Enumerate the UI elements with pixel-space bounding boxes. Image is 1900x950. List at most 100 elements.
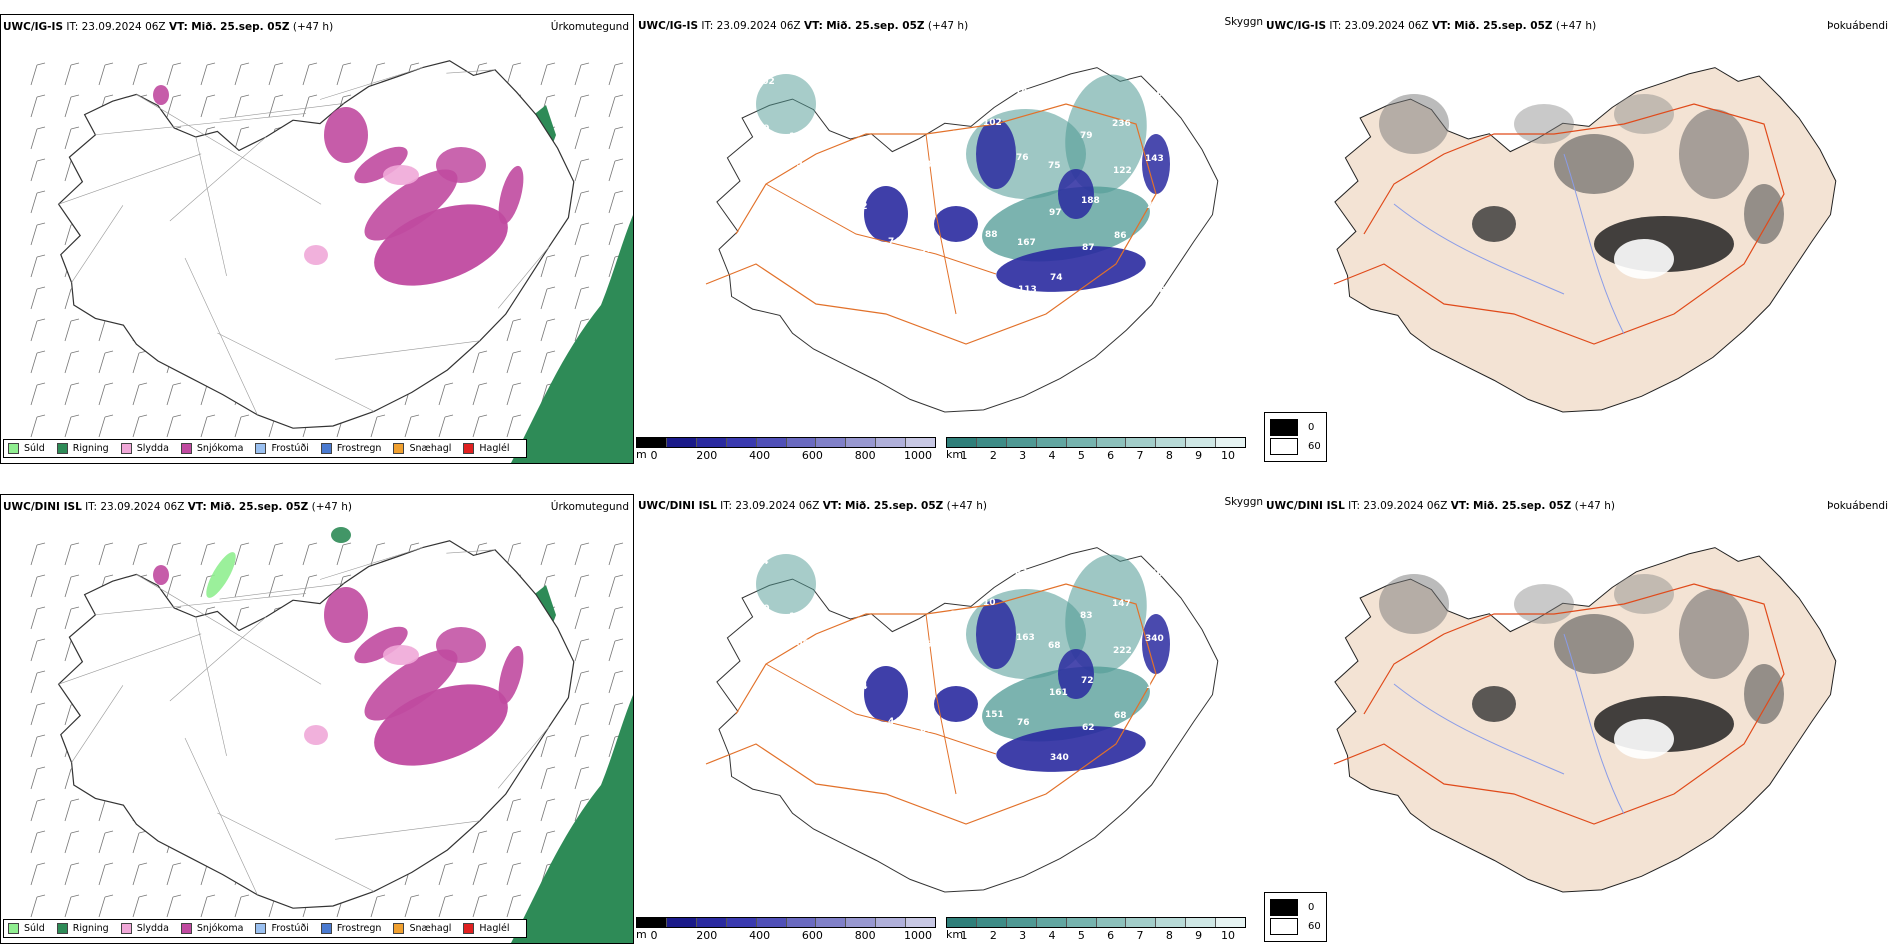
region-border xyxy=(335,820,480,840)
ptype-title: Úrkomutegund xyxy=(550,501,629,513)
barb-flag xyxy=(580,254,590,258)
road-line xyxy=(765,183,997,275)
barb-flag xyxy=(580,574,590,578)
colorbar-tick-label: 3 xyxy=(1019,449,1027,462)
barb-flag xyxy=(478,542,488,546)
wind-barb-icon xyxy=(30,798,46,822)
wind-barb-icon xyxy=(30,222,46,246)
colorbar-segment xyxy=(756,918,787,927)
barb-staff xyxy=(540,768,548,790)
road-line xyxy=(765,663,997,755)
visibility-value-label: 122 xyxy=(1113,166,1132,176)
wind-barb-icon xyxy=(574,702,590,726)
fog-area xyxy=(1379,574,1449,634)
barb-staff xyxy=(30,224,38,246)
barb-flag xyxy=(36,766,46,770)
barb-flag xyxy=(478,62,488,66)
barb-staff xyxy=(132,416,140,438)
wind-barb-icon xyxy=(30,318,46,342)
barb-staff xyxy=(574,96,582,118)
wind-barb-icon xyxy=(302,62,318,86)
barb-flag xyxy=(512,894,522,898)
vt-value: Mið. 25.sep. 05Z xyxy=(210,501,309,513)
barb-flag xyxy=(104,414,114,418)
wind-barb-icon xyxy=(540,350,556,374)
colorbar-segment xyxy=(947,918,977,927)
barb-flag xyxy=(546,286,556,290)
barb-staff xyxy=(64,800,72,822)
legend-label: Slydda xyxy=(136,923,169,934)
barb-staff xyxy=(234,576,242,598)
barb-staff xyxy=(30,704,38,726)
barb-flag xyxy=(240,414,250,418)
barb-staff xyxy=(574,160,582,182)
visibility-value-label: 143 xyxy=(1145,154,1164,164)
ptype-panel-2: UWC/DINI ISL IT: 23.09.2024 06Z VT: Mið.… xyxy=(0,494,634,944)
legend-label: Haglél xyxy=(479,923,510,934)
barb-flag xyxy=(36,638,46,642)
wind-barb-icon xyxy=(268,94,284,118)
wind-barb-icon xyxy=(574,638,590,662)
barb-staff xyxy=(268,576,276,598)
barb-staff xyxy=(30,160,38,182)
barb-flag xyxy=(70,94,80,98)
barb-flag xyxy=(274,94,284,98)
wind-barb-icon xyxy=(30,414,46,438)
visibility-value-label: 60 xyxy=(757,604,770,614)
wind-barb-icon xyxy=(166,414,182,438)
vt-value: Mið. 25.sep. 05Z xyxy=(845,500,944,512)
visibility-colorbar: 1 2 3 4 5 6 7 8 9 10 xyxy=(946,437,1246,462)
colorbar-tick-label: 800 xyxy=(854,929,876,942)
vt-label: VT: xyxy=(187,501,207,513)
barb-staff xyxy=(200,896,208,918)
colorbar-segment xyxy=(1036,918,1067,927)
visibility-value-label: 62 xyxy=(1082,723,1095,733)
barb-flag xyxy=(36,350,46,354)
barb-staff xyxy=(64,64,72,86)
colorbar-segment xyxy=(637,918,667,927)
colorbar-tick-label: 7 xyxy=(1136,449,1144,462)
road-line xyxy=(705,583,1157,825)
wind-barb-icon xyxy=(608,158,624,182)
sleet-area xyxy=(304,725,328,745)
barb-staff xyxy=(30,576,38,598)
wind-barb-icon xyxy=(438,862,454,886)
wind-barb-icon xyxy=(166,574,182,598)
wind-barb-icon xyxy=(132,382,148,406)
region-border xyxy=(184,737,258,895)
barb-flag xyxy=(546,798,556,802)
snow-area xyxy=(354,146,408,184)
colorbar-segment xyxy=(906,438,936,447)
wind-barb-icon xyxy=(98,414,114,438)
visibility-value-label: 236 xyxy=(1112,119,1131,129)
wind-barb-icon xyxy=(64,318,80,342)
wind-barb-icon xyxy=(30,254,46,278)
barb-staff xyxy=(438,864,446,886)
colorbar-segment xyxy=(1156,438,1187,447)
ptype-legend-item: Frostúði xyxy=(255,443,309,454)
vt-value: Mið. 25.sep. 05Z xyxy=(191,21,290,33)
visibility-value-label: 10 xyxy=(953,760,966,770)
visibility-value-label: 102 xyxy=(983,118,1002,128)
barb-staff xyxy=(30,352,38,374)
visibility-value-label: 161 xyxy=(1049,688,1068,698)
barb-flag xyxy=(138,894,148,898)
ptype-map-2 xyxy=(30,527,633,943)
colorbar-tick-label: 2 xyxy=(989,929,997,942)
colorbar-tick-label: 0 xyxy=(650,449,658,462)
region-border xyxy=(169,616,267,702)
wind-barb-icon xyxy=(506,382,522,406)
barb-flag xyxy=(512,318,522,322)
barb-flag xyxy=(70,382,80,386)
barb-staff xyxy=(608,576,616,598)
fog-area xyxy=(1379,94,1449,154)
colorbar-tick-label: 8 xyxy=(1165,449,1173,462)
ptype-legend-item: Snjókoma xyxy=(180,443,243,454)
wind-barb-icon xyxy=(540,254,556,278)
barb-staff xyxy=(608,256,616,278)
barb-staff xyxy=(370,544,378,566)
panel-header: UWC/DINI ISL IT: 23.09.2024 06Z VT: Mið.… xyxy=(638,500,987,512)
barb-flag xyxy=(138,862,148,866)
wind-barb-icon xyxy=(574,94,590,118)
wind-barb-icon xyxy=(98,862,114,886)
